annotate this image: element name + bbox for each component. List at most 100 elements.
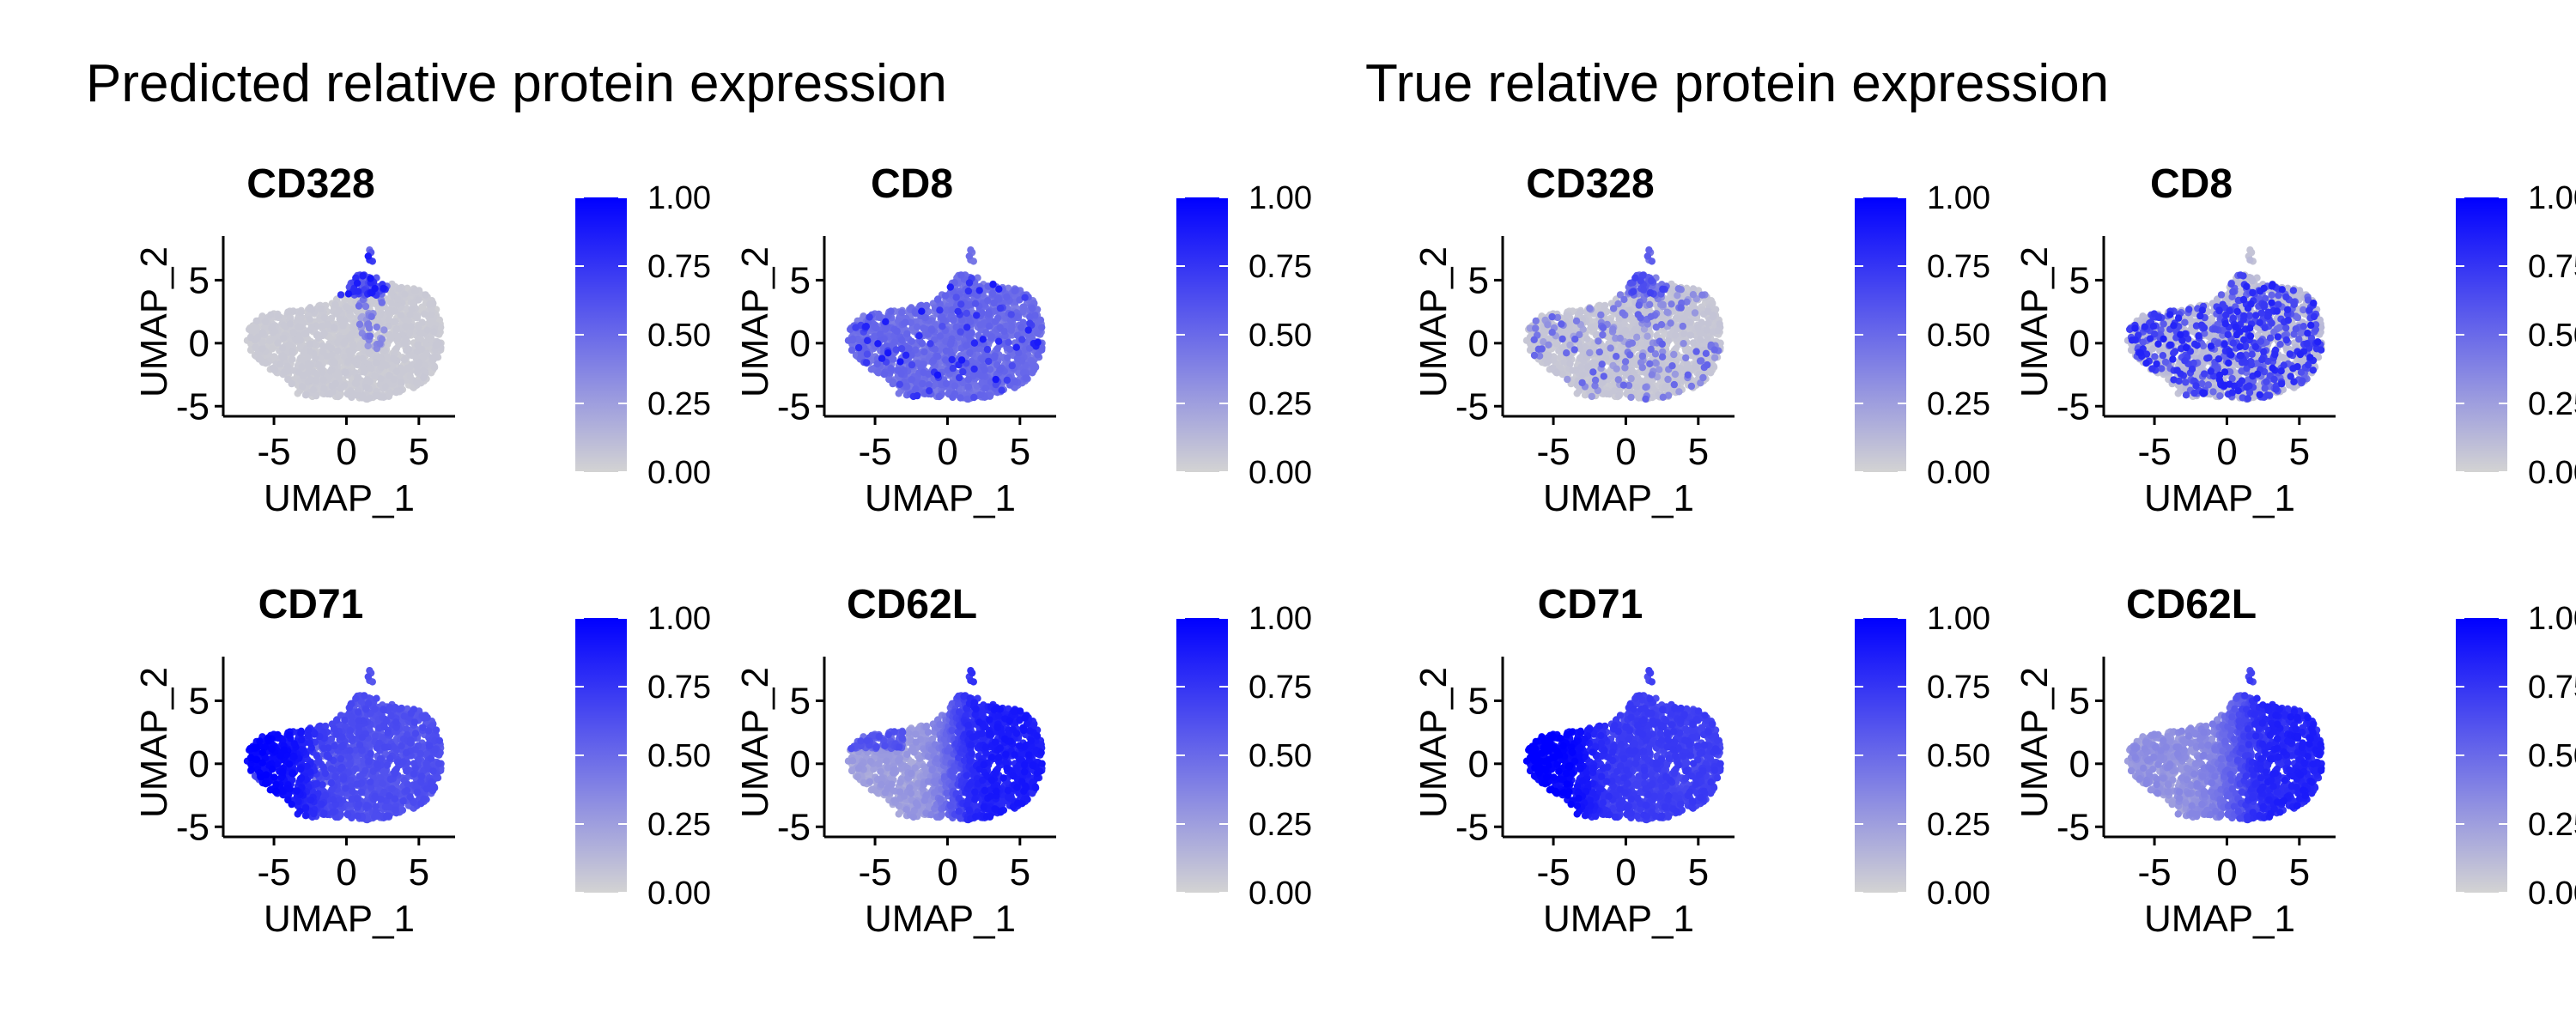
data-point	[913, 323, 921, 331]
data-point	[391, 307, 398, 315]
data-point	[293, 787, 301, 795]
data-point	[965, 279, 974, 287]
data-point	[403, 748, 410, 757]
data-point	[345, 761, 354, 769]
data-point	[320, 809, 328, 818]
data-point	[344, 290, 353, 298]
data-point	[361, 302, 370, 311]
data-point	[908, 376, 915, 384]
data-point	[392, 367, 401, 375]
data-point	[296, 766, 305, 773]
data-point	[402, 336, 410, 344]
data-point	[394, 295, 402, 303]
data-point	[985, 311, 993, 318]
data-point	[936, 332, 944, 340]
data-point	[1007, 311, 1015, 318]
data-point	[942, 379, 951, 387]
data-point	[417, 772, 426, 780]
x-tick-label: 5	[1010, 431, 1030, 473]
data-point	[258, 358, 267, 367]
data-point	[306, 348, 314, 355]
data-point	[252, 317, 260, 325]
data-point	[355, 320, 364, 328]
x-tick-label: -5	[258, 431, 291, 473]
data-point	[420, 367, 428, 375]
data-point	[355, 741, 364, 748]
data-point	[386, 704, 394, 712]
data-point	[918, 339, 927, 348]
data-point	[1034, 338, 1042, 347]
data-point	[389, 354, 398, 363]
data-point	[329, 809, 337, 816]
data-point	[347, 335, 355, 342]
data-point	[887, 365, 895, 373]
data-point	[348, 389, 355, 397]
data-point	[366, 332, 374, 340]
data-point	[902, 351, 910, 359]
data-point	[365, 348, 373, 357]
data-point	[983, 345, 992, 354]
data-point	[1018, 324, 1025, 331]
data-point	[324, 390, 331, 398]
data-point	[965, 332, 973, 340]
data-point	[1018, 336, 1026, 343]
data-point	[995, 285, 1003, 293]
data-point	[306, 340, 314, 348]
data-point	[988, 289, 997, 297]
data-point	[964, 287, 973, 295]
data-point	[435, 736, 444, 744]
data-point	[367, 749, 374, 757]
data-point	[327, 779, 335, 787]
data-point	[941, 292, 950, 300]
colorbar-label: 0.75	[647, 249, 711, 285]
data-point	[382, 813, 391, 821]
data-point	[326, 367, 334, 375]
data-point	[403, 767, 410, 775]
y-tick-label: 0	[790, 323, 811, 365]
data-point	[985, 322, 993, 330]
data-point	[274, 339, 282, 347]
data-point	[418, 318, 426, 326]
data-point	[393, 387, 401, 395]
data-point	[353, 279, 361, 288]
data-point	[1012, 343, 1020, 351]
data-point	[428, 369, 435, 377]
data-point	[314, 334, 323, 342]
data-point	[387, 299, 395, 306]
data-point	[386, 754, 394, 762]
data-point	[1023, 374, 1030, 382]
data-point	[975, 287, 983, 294]
data-point	[327, 344, 336, 352]
data-point	[911, 308, 920, 317]
data-point	[297, 729, 305, 737]
colorbar-label: 0.75	[1249, 249, 1312, 285]
data-point	[902, 318, 909, 326]
data-point	[428, 354, 436, 361]
data-point	[334, 392, 343, 401]
data-point	[912, 385, 920, 393]
data-point	[406, 793, 414, 801]
data-point	[1005, 345, 1014, 353]
data-point	[418, 345, 426, 354]
data-point	[331, 300, 339, 309]
data-point	[430, 363, 439, 372]
data-point	[963, 309, 970, 318]
data-point	[364, 320, 373, 328]
data-point	[354, 288, 362, 295]
data-point	[286, 320, 294, 328]
data-point	[908, 360, 916, 369]
data-point	[297, 774, 306, 782]
data-point	[332, 310, 340, 318]
panel-title: CD71	[258, 582, 364, 627]
data-point	[863, 350, 872, 358]
data-point	[391, 795, 399, 803]
data-point	[393, 333, 402, 341]
data-point	[355, 717, 362, 724]
data-point	[366, 667, 374, 675]
data-point	[981, 366, 988, 374]
colorbar-label: 0.50	[647, 318, 711, 354]
data-point	[246, 333, 255, 342]
colorbar-label: 1.00	[647, 180, 711, 216]
data-point	[269, 345, 276, 353]
data-point	[421, 310, 428, 318]
